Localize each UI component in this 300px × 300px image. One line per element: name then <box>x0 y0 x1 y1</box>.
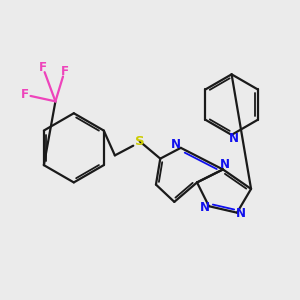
Text: F: F <box>39 61 47 74</box>
Text: N: N <box>170 138 180 151</box>
Text: N: N <box>200 201 210 214</box>
Text: N: N <box>229 132 239 145</box>
Text: N: N <box>220 158 230 171</box>
Text: F: F <box>61 65 69 78</box>
Text: N: N <box>236 207 246 220</box>
Text: S: S <box>135 135 145 148</box>
Text: F: F <box>21 88 29 101</box>
